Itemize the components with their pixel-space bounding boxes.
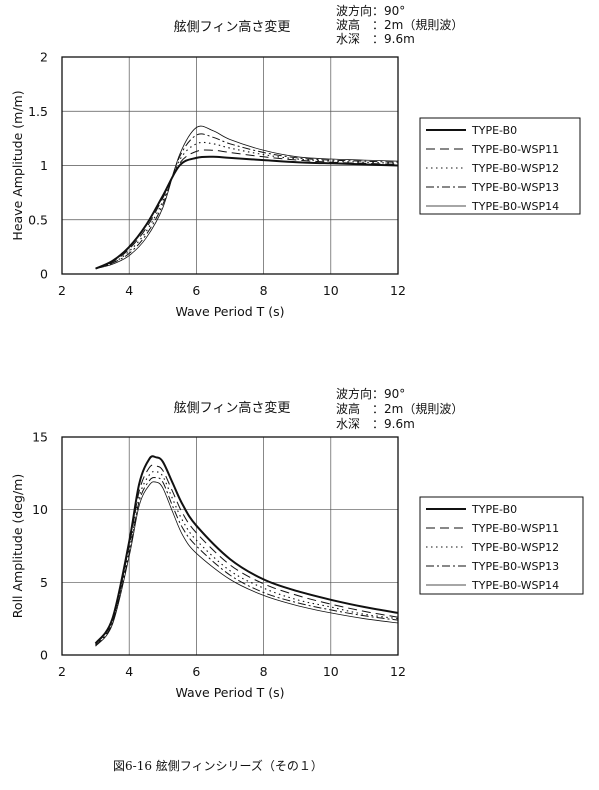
- roll-chart: 舷側フィン高さ変更 波方向：90°波高 ：2m（規則波）水深 ：9.6m 2 4 6 8 1…: [10, 386, 584, 700]
- legend-label: TYPE-B0-WSP11: [471, 143, 559, 156]
- x-tick-label: 10: [323, 664, 339, 679]
- y-tick-label: 0: [40, 648, 48, 663]
- x-axis-label: Wave Period T (s): [175, 685, 284, 700]
- condition-line: 波高 ：2m（規則波）: [336, 401, 463, 416]
- condition-line: 波方向：90°: [336, 386, 405, 401]
- condition-line: 水深 ：9.6m: [336, 32, 415, 46]
- y-tick-label: 10: [32, 502, 48, 517]
- y-axis-label: Heave Amplitude (m/m): [10, 90, 25, 240]
- condition-line: 水深 ：9.6m: [336, 417, 415, 431]
- legend-label: TYPE-B0-WSP11: [471, 522, 559, 535]
- legend-label: TYPE-B0-WSP13: [471, 181, 559, 194]
- y-tick-label: 5: [40, 575, 48, 590]
- condition-line: 波高 ：2m（規則波）: [336, 17, 463, 32]
- plot-frame: [61, 436, 399, 656]
- series-line-5: [95, 125, 399, 269]
- x-tick-label: 4: [125, 664, 133, 679]
- y-tick-label: 0.5: [28, 212, 48, 227]
- x-tick-label: 12: [390, 283, 406, 298]
- x-tick-label: 2: [58, 664, 66, 679]
- x-tick-label: 8: [260, 283, 268, 298]
- y-tick-label: 15: [32, 430, 48, 445]
- condition-line: 波方向：90°: [336, 3, 405, 18]
- y-tick-label: 2: [40, 50, 48, 65]
- series-line-5: [95, 481, 399, 647]
- series-line-1: [94, 455, 399, 645]
- y-tick-label: 0: [40, 267, 48, 282]
- x-tick-label: 12: [390, 664, 406, 679]
- chart-title: 舷側フィン高さ変更: [174, 19, 291, 35]
- series-line-4: [95, 477, 399, 646]
- y-tick-label: 1: [40, 158, 48, 173]
- legend-label: TYPE-B0: [471, 503, 517, 516]
- x-tick-label: 2: [58, 283, 66, 298]
- y-tick-label: 1.5: [28, 104, 48, 119]
- x-axis-label: Wave Period T (s): [175, 304, 284, 319]
- x-tick-label: 4: [125, 283, 133, 298]
- y-axis-label: Roll Amplitude (deg/m): [10, 474, 25, 618]
- series-line-1: [95, 155, 399, 270]
- legend-box: [419, 117, 581, 215]
- x-tick-label: 6: [192, 664, 200, 679]
- heave-chart: 舷側フィン高さ変更 波方向：90°波高 ：2m（規則波）水深 ：9.6m 2 4 6 8 1…: [10, 3, 581, 319]
- legend-label: TYPE-B0-WSP12: [471, 541, 559, 554]
- legend-label: TYPE-B0-WSP14: [471, 200, 559, 213]
- x-tick-label: 6: [192, 283, 200, 298]
- legend-box: [419, 496, 584, 595]
- series-line-2: [95, 464, 399, 645]
- legend-label: TYPE-B0-WSP14: [471, 579, 559, 592]
- legend-label: TYPE-B0-WSP13: [471, 560, 559, 573]
- chart-title: 舷側フィン高さ変更: [174, 400, 291, 416]
- x-tick-label: 8: [260, 664, 268, 679]
- legend-label: TYPE-B0: [471, 124, 517, 137]
- series-line-3: [95, 141, 399, 270]
- series-line-2: [95, 149, 399, 270]
- figure-caption: 図6-16 舷側フィンシリーズ（その１）: [113, 758, 323, 773]
- series-line-4: [95, 133, 399, 270]
- x-tick-label: 10: [323, 283, 339, 298]
- legend-label: TYPE-B0-WSP12: [471, 162, 559, 175]
- series-line-3: [95, 471, 399, 646]
